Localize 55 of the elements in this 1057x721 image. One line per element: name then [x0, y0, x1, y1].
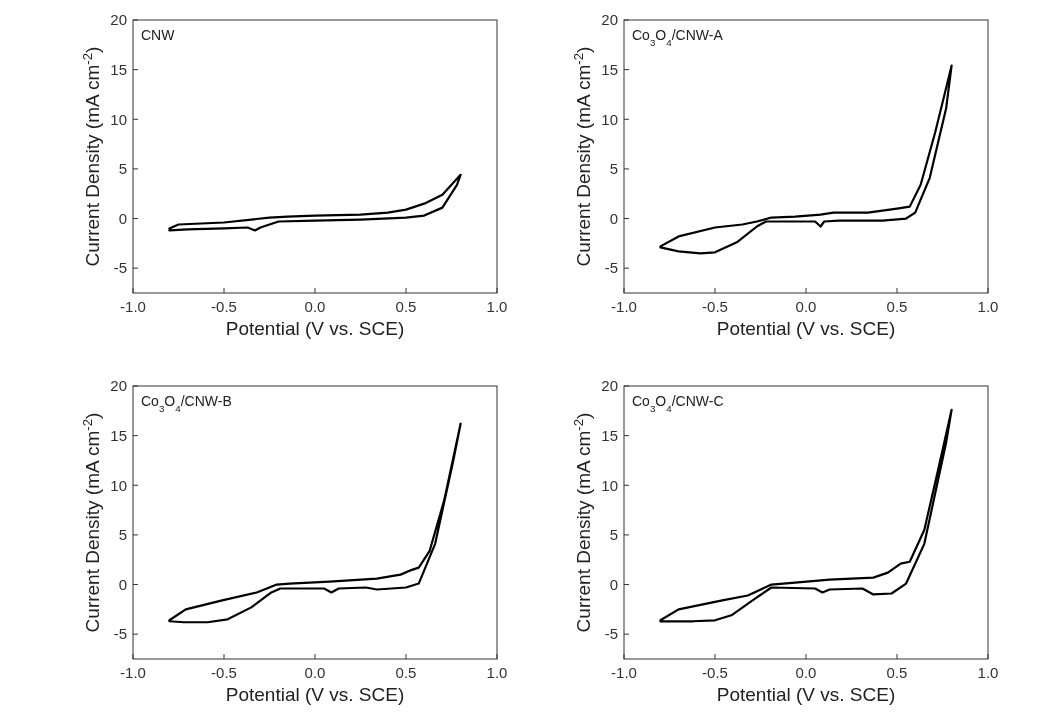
y-tick-label: -5 [604, 259, 618, 277]
annotation: CNW [141, 27, 176, 43]
x-tick-label: 0.0 [795, 664, 817, 681]
y-tick-label: 10 [601, 476, 618, 494]
x-tick-label: -1.0 [120, 664, 146, 681]
y-tick-label: 15 [110, 426, 127, 444]
x-axis-title: Potential (V vs. SCE) [225, 684, 405, 705]
y-tick-label: 0 [609, 209, 618, 227]
line-series [168, 422, 462, 624]
y-tick-label: 15 [601, 60, 618, 78]
x-tick-label: 0.5 [886, 664, 908, 681]
x-tick-label: -0.5 [702, 664, 728, 681]
x-tick-label: 1.0 [977, 664, 999, 681]
x-axis-title: Potential (V vs. SCE) [716, 684, 896, 705]
x-tick-label: -1.0 [611, 298, 637, 315]
x-axis-title: Potential (V vs. SCE) [225, 318, 405, 339]
x-tick-label: 0.0 [304, 664, 326, 681]
y-tick-label: -5 [113, 625, 127, 643]
x-tick-label: 0.5 [395, 298, 417, 315]
y-tick-label: 5 [609, 160, 618, 178]
y-tick-label: 20 [601, 377, 618, 395]
y-tick-label: 20 [601, 11, 618, 29]
y-tick-label: 20 [110, 377, 127, 395]
y-tick-label: 0 [609, 575, 618, 593]
y-tick-label: 15 [110, 60, 127, 78]
y-tick-label: -5 [604, 625, 618, 643]
x-tick-label: -0.5 [211, 664, 237, 681]
x-tick-label: 0.0 [304, 298, 326, 315]
y-tick-label: 5 [609, 526, 618, 544]
annotation: Co$_{3}$O$_{4}$/CNW-B [141, 393, 232, 414]
x-tick-label: -0.5 [211, 298, 237, 315]
x-tick-label: -1.0 [120, 298, 146, 315]
y-tick-label: 0 [118, 575, 127, 593]
y-tick-label: 5 [118, 526, 127, 544]
x-tick-label: -1.0 [611, 664, 637, 681]
line-series [168, 173, 462, 232]
y-tick-label: 15 [601, 426, 618, 444]
annotation: Co$_{3}$O$_{4}$/CNW-C [632, 393, 724, 414]
y-tick-label: 10 [601, 110, 618, 128]
x-tick-label: 1.0 [486, 298, 508, 315]
x-axis-title: Potential (V vs. SCE) [716, 318, 896, 339]
y-tick-label: 0 [118, 209, 127, 227]
y-tick-label: 20 [110, 11, 127, 29]
x-tick-label: 0.0 [795, 298, 817, 315]
x-tick-label: 1.0 [486, 664, 508, 681]
x-tick-label: 0.5 [395, 664, 417, 681]
x-tick-label: 1.0 [977, 298, 999, 315]
y-tick-label: -5 [113, 259, 127, 277]
y-tick-label: 10 [110, 476, 127, 494]
line-series [659, 64, 953, 255]
annotation: Co$_{3}$O$_{4}$/CNW-A [632, 27, 724, 48]
x-tick-label: -0.5 [702, 298, 728, 315]
x-tick-label: 0.5 [886, 298, 908, 315]
y-tick-label: 10 [110, 110, 127, 128]
y-tick-label: 5 [118, 160, 127, 178]
